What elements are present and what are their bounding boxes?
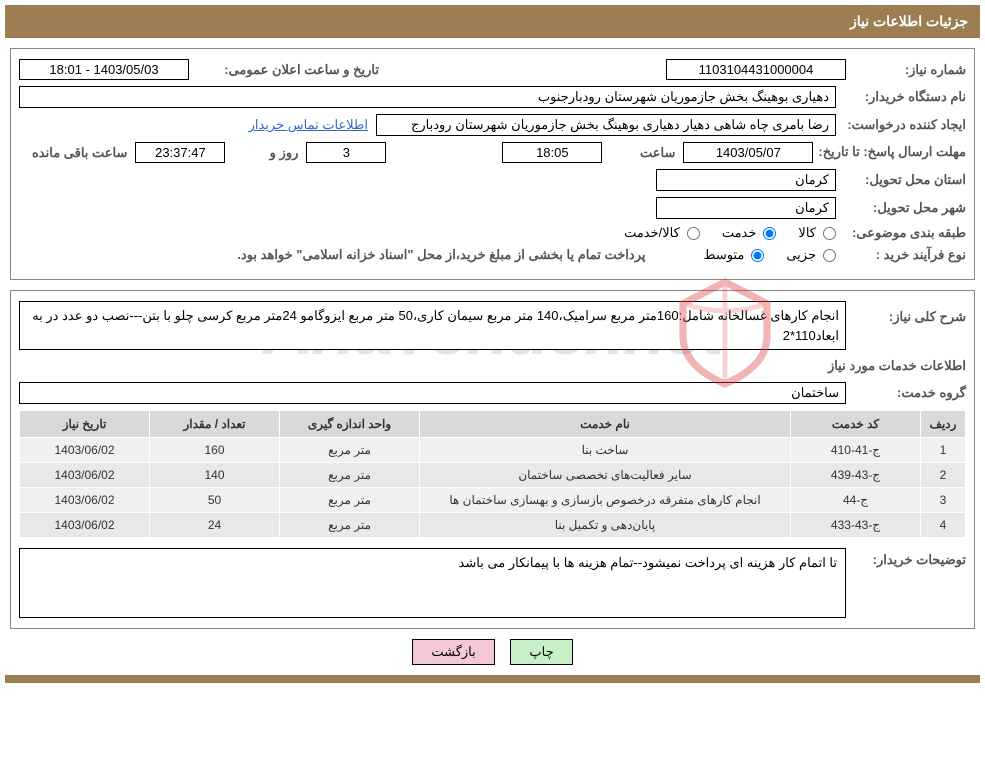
row-process: نوع فرآیند خرید : جزیی متوسط پرداخت تمام… — [19, 247, 966, 263]
deadline-date: 1403/05/07 — [683, 142, 813, 163]
cell-code: ج-43-433 — [791, 513, 921, 538]
radio-goods[interactable] — [823, 227, 836, 240]
buyer-org-value: دهیاری بوهینگ بخش جازموریان شهرستان رودب… — [19, 86, 836, 108]
radio-minor-label: جزیی — [786, 247, 816, 263]
bottom-bar — [5, 675, 980, 683]
description-section: شرح کلی نیاز: انجام کارهای غسالخانه شامل… — [10, 290, 975, 629]
cell-date: 1403/06/02 — [20, 438, 150, 463]
group-value: ساختمان — [19, 382, 846, 404]
remaining-label: ساعت باقی مانده — [27, 145, 127, 161]
radio-service[interactable] — [763, 227, 776, 240]
announce-label: تاریخ و ساعت اعلان عمومی: — [189, 62, 379, 78]
cell-n: 1 — [921, 438, 966, 463]
cell-date: 1403/06/02 — [20, 513, 150, 538]
cell-unit: متر مربع — [280, 488, 420, 513]
province-value: کرمان — [656, 169, 836, 191]
city-value: کرمان — [656, 197, 836, 219]
process-radios: جزیی متوسط — [685, 247, 836, 263]
deadline-time: 18:05 — [502, 142, 602, 163]
row-description: شرح کلی نیاز: انجام کارهای غسالخانه شامل… — [19, 301, 966, 350]
cell-unit: متر مربع — [280, 438, 420, 463]
row-deadline: مهلت ارسال پاسخ: تا تاریخ: 1403/05/07 سا… — [19, 142, 966, 163]
cell-name: پایان‌دهی و تکمیل بنا — [420, 513, 791, 538]
radio-service-label: خدمت — [722, 225, 757, 241]
cell-code: ج-43-439 — [791, 463, 921, 488]
desc-label: شرح کلی نیاز: — [846, 301, 966, 325]
cell-code: ج-41-410 — [791, 438, 921, 463]
category-label: طبقه بندی موضوعی: — [836, 225, 966, 241]
radio-medium[interactable] — [751, 249, 764, 262]
cell-qty: 50 — [150, 488, 280, 513]
services-table: ردیف کد خدمت نام خدمت واحد اندازه گیری ت… — [19, 410, 966, 538]
cell-qty: 24 — [150, 513, 280, 538]
process-label: نوع فرآیند خرید : — [836, 247, 966, 263]
cell-unit: متر مربع — [280, 513, 420, 538]
services-title: اطلاعات خدمات مورد نیاز — [23, 358, 966, 374]
th-date: تاریخ نیاز — [20, 411, 150, 438]
radio-minor[interactable] — [823, 249, 836, 262]
time-label: ساعت — [610, 145, 675, 161]
cell-name: انجام کارهای متفرقه درخصوص بازسازی و بهس… — [420, 488, 791, 513]
cell-n: 2 — [921, 463, 966, 488]
row-group: گروه خدمت: ساختمان — [19, 382, 966, 404]
radio-goods-service[interactable] — [687, 227, 700, 240]
row-buyer-org: نام دستگاه خریدار: دهیاری بوهینگ بخش جاز… — [19, 86, 966, 108]
cell-unit: متر مربع — [280, 463, 420, 488]
row-city: شهر محل تحویل: کرمان — [19, 197, 966, 219]
cell-qty: 140 — [150, 463, 280, 488]
row-requester: ایجاد کننده درخواست: رضا بامری چاه شاهی … — [19, 114, 966, 136]
radio-medium-label: متوسط — [703, 247, 744, 263]
need-number-value: 1103104431000004 — [666, 59, 846, 80]
contact-link[interactable]: اطلاعات تماس خریدار — [249, 117, 368, 133]
requester-value: رضا بامری چاه شاهی دهیار دهیاری بوهینگ ب… — [376, 114, 836, 136]
province-label: استان محل تحویل: — [836, 172, 966, 188]
requester-label: ایجاد کننده درخواست: — [836, 117, 966, 133]
table-row: 2ج-43-439سایر فعالیت‌های تخصصی ساختمانمت… — [20, 463, 966, 488]
th-unit: واحد اندازه گیری — [280, 411, 420, 438]
cell-date: 1403/06/02 — [20, 463, 150, 488]
radio-goods-label: کالا — [798, 225, 816, 241]
header-title: جزئیات اطلاعات نیاز — [5, 5, 980, 38]
category-radios: کالا خدمت کالا/خدمت — [606, 225, 836, 241]
th-row: ردیف — [921, 411, 966, 438]
row-need-number: شماره نیاز: 1103104431000004 تاریخ و ساع… — [19, 59, 966, 80]
payment-note: پرداخت تمام یا بخشی از مبلغ خرید،از محل … — [237, 247, 645, 263]
days-value: 3 — [306, 142, 386, 163]
buyer-org-label: نام دستگاه خریدار: — [836, 89, 966, 105]
cell-name: ساخت بنا — [420, 438, 791, 463]
back-button[interactable]: بازگشت — [412, 639, 494, 665]
cell-name: سایر فعالیت‌های تخصصی ساختمان — [420, 463, 791, 488]
group-label: گروه خدمت: — [846, 385, 966, 401]
announce-value: 1403/05/03 - 18:01 — [19, 59, 189, 80]
countdown-value: 23:37:47 — [135, 142, 225, 163]
table-row: 1ج-41-410ساخت بنامتر مربع1601403/06/02 — [20, 438, 966, 463]
cell-n: 4 — [921, 513, 966, 538]
th-name: نام خدمت — [420, 411, 791, 438]
details-section: شماره نیاز: 1103104431000004 تاریخ و ساع… — [10, 48, 975, 280]
table-row: 4ج-43-433پایان‌دهی و تکمیل بنامتر مربع24… — [20, 513, 966, 538]
th-qty: تعداد / مقدار — [150, 411, 280, 438]
button-row: چاپ بازگشت — [5, 639, 980, 665]
th-code: کد خدمت — [791, 411, 921, 438]
print-button[interactable]: چاپ — [510, 639, 572, 665]
explain-text: تا اتمام کار هزینه ای پرداخت نمیشود--تما… — [19, 548, 846, 618]
cell-n: 3 — [921, 488, 966, 513]
row-province: استان محل تحویل: کرمان — [19, 169, 966, 191]
deadline-label: مهلت ارسال پاسخ: تا تاریخ: — [813, 144, 966, 161]
page-container: جزئیات اطلاعات نیاز AriaTender.net شماره… — [0, 0, 985, 688]
desc-text: انجام کارهای غسالخانه شامل:160متر مربع س… — [19, 301, 846, 350]
cell-date: 1403/06/02 — [20, 488, 150, 513]
explain-label: توضیحات خریدار: — [846, 548, 966, 568]
need-number-label: شماره نیاز: — [846, 62, 966, 78]
city-label: شهر محل تحویل: — [836, 200, 966, 216]
row-category: طبقه بندی موضوعی: کالا خدمت کالا/خدمت — [19, 225, 966, 241]
days-label: روز و — [233, 145, 298, 161]
row-explain: توضیحات خریدار: تا اتمام کار هزینه ای پر… — [19, 548, 966, 618]
cell-code: ج-44 — [791, 488, 921, 513]
radio-goods-service-label: کالا/خدمت — [624, 225, 680, 241]
cell-qty: 160 — [150, 438, 280, 463]
table-row: 3ج-44انجام کارهای متفرقه درخصوص بازسازی … — [20, 488, 966, 513]
